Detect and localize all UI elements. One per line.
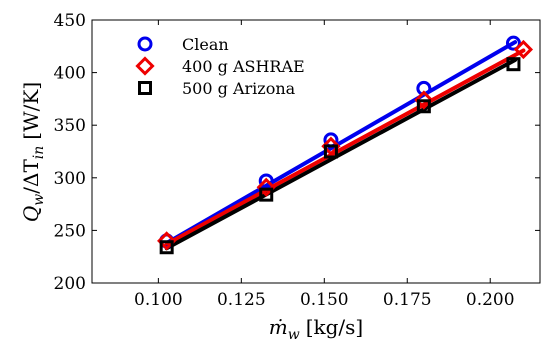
y-axis-t-subscript: in [31,146,47,160]
x-tick-label: 0.100 [134,290,183,310]
x-tick-label: 0.200 [466,290,515,310]
y-tick-label: 250 [54,221,86,241]
y-tick-label: 400 [54,64,86,84]
ticks: 0.100 0.125 0.150 0.175 0.200 200 250 300 350 400… [54,11,540,310]
legend: Clean 400 g ASHRAE 500 g Arizona [135,35,305,98]
series-point [258,173,274,189]
series-point [416,99,431,114]
x-tick-label: 0.125 [217,290,266,310]
series-point [505,35,521,51]
series-point [323,144,338,159]
x-tick-label: 0.150 [300,290,349,310]
x-axis-label: ṁw [kg/s] [269,315,363,343]
y-tick-label: 450 [54,11,86,31]
legend-label: Clean [182,35,229,54]
series-point [513,39,534,60]
legend-label: 500 g Arizona [182,79,296,98]
series-fit-line [164,40,518,246]
y-axis-q-subscript: w [31,194,47,206]
series-point [414,90,434,110]
y-axis-label: Qw/ΔTin [W/K] [19,82,47,222]
series-point [506,57,521,72]
legend-marker [137,36,153,52]
series-fit-line [164,48,526,247]
y-axis-unit: [W/K] [19,82,43,140]
x-axis-unit: [kg/s] [306,315,364,339]
legend-label: 400 g ASHRAE [182,57,305,76]
y-tick-label: 200 [54,274,86,294]
series-layer [157,35,534,255]
legend-marker [138,81,152,95]
x-axis-subscript: w [288,327,300,343]
legend-marker [135,56,155,76]
y-tick-label: 350 [54,116,86,136]
series-point [157,231,177,251]
x-axis-symbol: ṁ [269,315,288,339]
y-axis-delta-t: /ΔT [19,159,43,194]
series-point [159,240,174,255]
x-tick-label: 0.175 [383,290,432,310]
series-point [259,187,274,202]
plot-frame [91,19,541,284]
series-point [256,177,276,197]
series-point [321,136,341,156]
y-axis-q: Q [19,206,43,222]
y-tick-label: 300 [54,169,86,189]
series-fit-line [164,57,518,251]
